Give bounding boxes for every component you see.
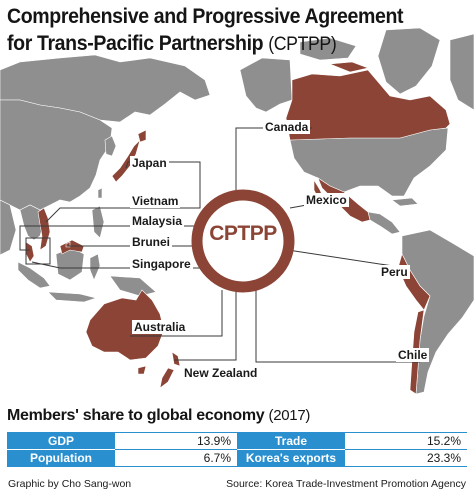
land-central-america [367,211,401,235]
label-mexico: Mexico [304,193,349,207]
land-vietnam [37,207,51,251]
land-alaska [239,57,293,113]
label-japan: Japan [130,156,169,170]
land-canada [285,69,451,141]
land-south-asia [0,199,17,256]
land-indonesia-sumatra [17,261,51,289]
land-arctic-islands [299,37,357,61]
land-tasmania [137,365,147,375]
land-indonesia-kalimantan [55,247,85,281]
land-japan [111,138,141,183]
page-title: Comprehensive and Progressive Agreement … [7,3,435,58]
title-line-2-paren: (CPTPP) [268,34,337,55]
land-korea [104,135,117,157]
land-indonesia-sulawesi [89,253,101,281]
label-chile: Chile [396,348,430,362]
world-map: CPTPP Japan Vietnam Malaysia Brunei Sing… [0,27,474,395]
table-row: GDP 13.9% Trade 15.2% [7,432,467,450]
land-new-zealand-north [171,351,181,367]
cptpp-ring [191,189,295,293]
land-philippines [91,205,105,239]
graphic-credit: Graphic by Cho Sang-won [8,478,132,490]
land-indonesia-java [47,291,98,303]
land-europe [449,33,474,111]
cptpp-center-label: CPTPP [209,222,277,245]
land-canada-islands [329,61,370,73]
source-credit: Source: Korea Trade-Investment Promotion… [226,478,466,490]
label-australia: Australia [132,320,188,334]
land-japan-hokkaido [137,129,147,143]
stat-label-korea-exports: Korea's exports [237,449,345,467]
stats-title: Members' share to global economy (2017) [7,407,310,425]
land-new-zealand-south [159,367,175,389]
stat-value-korea-exports: 23.3% [345,449,467,467]
label-malaysia: Malaysia [130,214,185,228]
label-singapore: Singapore [130,257,193,271]
label-canada: Canada [263,120,311,134]
land-malaysia-peninsula [25,241,35,263]
table-row: Population 6.7% Korea's exports 23.3% [7,449,467,467]
label-vietnam: Vietnam [130,194,181,208]
title-line-2: for Trans-Pacific Partnership (CPTPP) [7,30,435,58]
land-taiwan [97,187,103,199]
stat-value-gdp: 13.9% [115,432,237,450]
land-malaysia-borneo [59,239,85,255]
stat-label-gdp: GDP [7,432,115,450]
stats-title-year: (2017) [268,407,311,424]
label-peru: Peru [379,265,410,279]
land-greenland [377,27,441,95]
stats-table: GDP 13.9% Trade 15.2% Population 6.7% Ko… [7,432,467,467]
land-australia [85,289,165,361]
label-new-zealand: New Zealand [182,366,260,380]
stat-value-population: 6.7% [115,449,237,467]
title-line-2-main: for Trans-Pacific Partnership [7,32,269,55]
stat-label-trade: Trade [237,432,345,450]
map-graphic [0,27,474,395]
stat-label-population: Population [7,449,115,467]
title-line-1: Comprehensive and Progressive Agreement [7,5,404,28]
stats-title-main: Members' share to global economy [7,407,269,424]
label-brunei: Brunei [130,235,173,249]
stat-value-trade: 15.2% [345,432,467,450]
land-caribbean [391,197,419,207]
land-png [109,275,157,297]
